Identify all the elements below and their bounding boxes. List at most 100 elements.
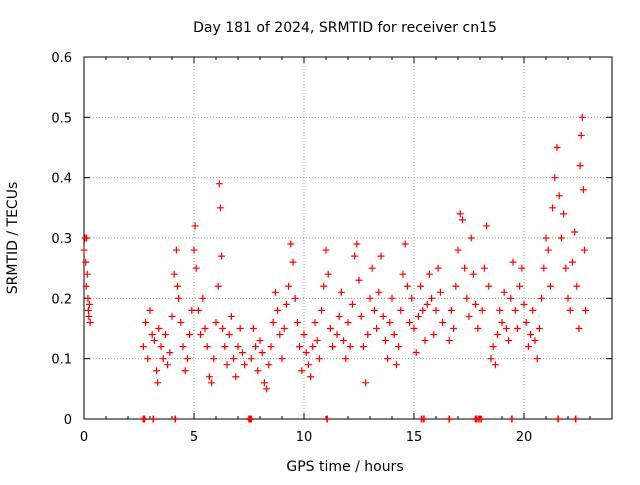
data-point [434,264,442,272]
data-point [218,252,225,260]
data-point [181,367,189,375]
axis-ticks: 0 0.1 0.2 0.3 0.4 0.5 0.6 0 5 10 15 20 [51,51,612,445]
data-point [522,318,530,326]
data-point [168,312,176,320]
data-point [322,246,330,254]
data-point [538,294,546,302]
data-point [535,325,543,332]
data-point [546,282,554,290]
data-point [258,349,266,357]
data-point [311,318,319,326]
data-point [236,325,244,332]
data-point [362,379,370,387]
data-point [148,331,156,339]
data-point [161,331,169,339]
data-point [423,300,431,308]
data-point [329,343,337,351]
data-point [562,264,570,272]
data-point [144,355,152,363]
data-point [436,288,444,296]
data-point [553,144,561,151]
data-point [142,318,150,326]
data-point [265,361,273,369]
data-point [406,318,414,326]
data-point [566,306,574,314]
data-point [351,252,359,260]
y-tick-label: 0.6 [51,51,72,66]
data-point [214,282,222,290]
data-point [381,337,389,345]
data-point [579,186,587,194]
data-point [582,306,590,314]
data-point [480,264,488,272]
data-point [469,270,477,278]
data-point [377,252,385,260]
data-point [414,312,422,320]
data-point [190,246,198,254]
data-point [219,325,227,332]
data-point [302,349,310,357]
data-point [445,337,453,345]
data-point [159,355,167,363]
data-point [340,337,348,345]
data-point [491,361,499,369]
data-point [560,210,568,218]
data-point [432,306,440,314]
data-point [84,294,92,302]
data-point [337,288,345,296]
data-point [524,343,532,351]
data-point [531,337,539,345]
data-point [518,264,526,272]
y-tick-label: 0.4 [51,172,72,187]
data-point [430,331,438,339]
data-point [364,331,372,339]
data-point [463,294,471,302]
data-point [230,355,238,363]
data-point [333,331,341,339]
data-point [568,258,576,266]
data-point [201,325,209,332]
data-point [309,343,317,351]
data-point [172,246,180,254]
data-point [557,234,565,242]
data-point [439,318,447,326]
grid-lines [84,57,612,419]
y-tick-label: 0 [64,413,72,428]
zero-point [477,415,485,423]
data-point [166,349,174,357]
data-point [203,343,211,351]
data-point [289,258,297,266]
data-point [267,343,275,351]
zero-point [554,415,562,423]
data-point [150,337,158,345]
data-point [80,246,88,254]
x-tick-label: 5 [190,430,198,445]
data-point [388,294,396,302]
data-point [139,343,147,351]
data-point [238,349,246,357]
data-point [82,258,90,266]
data-point [287,240,295,248]
data-point [293,318,301,326]
data-point [326,325,334,332]
data-point [285,282,293,290]
data-point [188,306,196,314]
data-point [205,373,213,381]
data-point [578,113,586,121]
data-point [225,331,233,339]
data-point [474,325,482,332]
zero-point [323,415,331,423]
chart-title: Day 181 of 2024, SRMTID for receiver cn1… [193,20,497,36]
zero-point [420,415,428,423]
data-point [83,234,91,242]
data-point [252,343,260,351]
data-point [84,306,92,314]
data-point [154,379,162,387]
data-point [399,270,407,278]
data-point [487,355,495,363]
data-point [366,294,374,302]
data-point [544,246,552,254]
zero-markers [139,415,580,423]
data-point [215,180,223,188]
